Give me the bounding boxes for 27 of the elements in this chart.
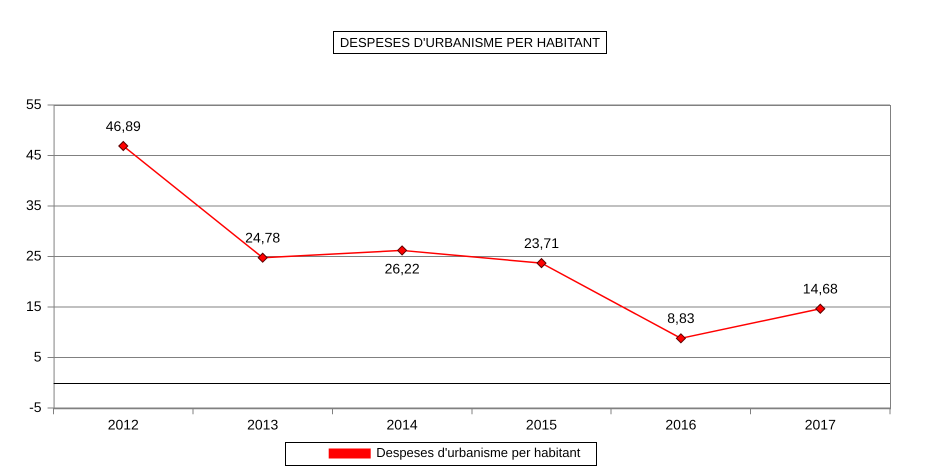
data-label: 46,89	[106, 118, 141, 134]
data-label: 26,22	[384, 260, 420, 276]
y-tick-label: 35	[26, 196, 42, 213]
y-tick-label: 15	[26, 298, 42, 314]
x-tick-label: 2016	[665, 416, 697, 432]
data-label: 14,68	[802, 280, 838, 297]
x-tick-label: 2017	[804, 416, 836, 432]
y-tick-label: 45	[26, 146, 42, 162]
point	[676, 333, 686, 344]
chart-title: DESPESES D'URBANISME PER HABITANT	[332, 31, 608, 54]
point	[536, 258, 546, 268]
point	[118, 140, 128, 151]
data-label: 24,78	[245, 230, 280, 246]
x-tick-label: 2013	[247, 416, 278, 432]
x-tick-label: 2012	[108, 416, 140, 432]
point	[815, 304, 826, 314]
legend-label: Despeses d'urbanisme per habitant	[376, 445, 581, 460]
y-tick-label: -5	[29, 399, 42, 416]
point	[258, 252, 268, 263]
x-tick-label: 2014	[386, 416, 418, 432]
point	[397, 245, 408, 256]
y-tick-label: 55	[26, 96, 42, 112]
x-tick-label: 2015	[526, 416, 558, 432]
data-label: 8,83	[667, 310, 695, 326]
y-tick-label: 25	[26, 247, 42, 264]
data-label: 23,71	[524, 234, 560, 251]
y-tick-label: 5	[34, 348, 42, 365]
